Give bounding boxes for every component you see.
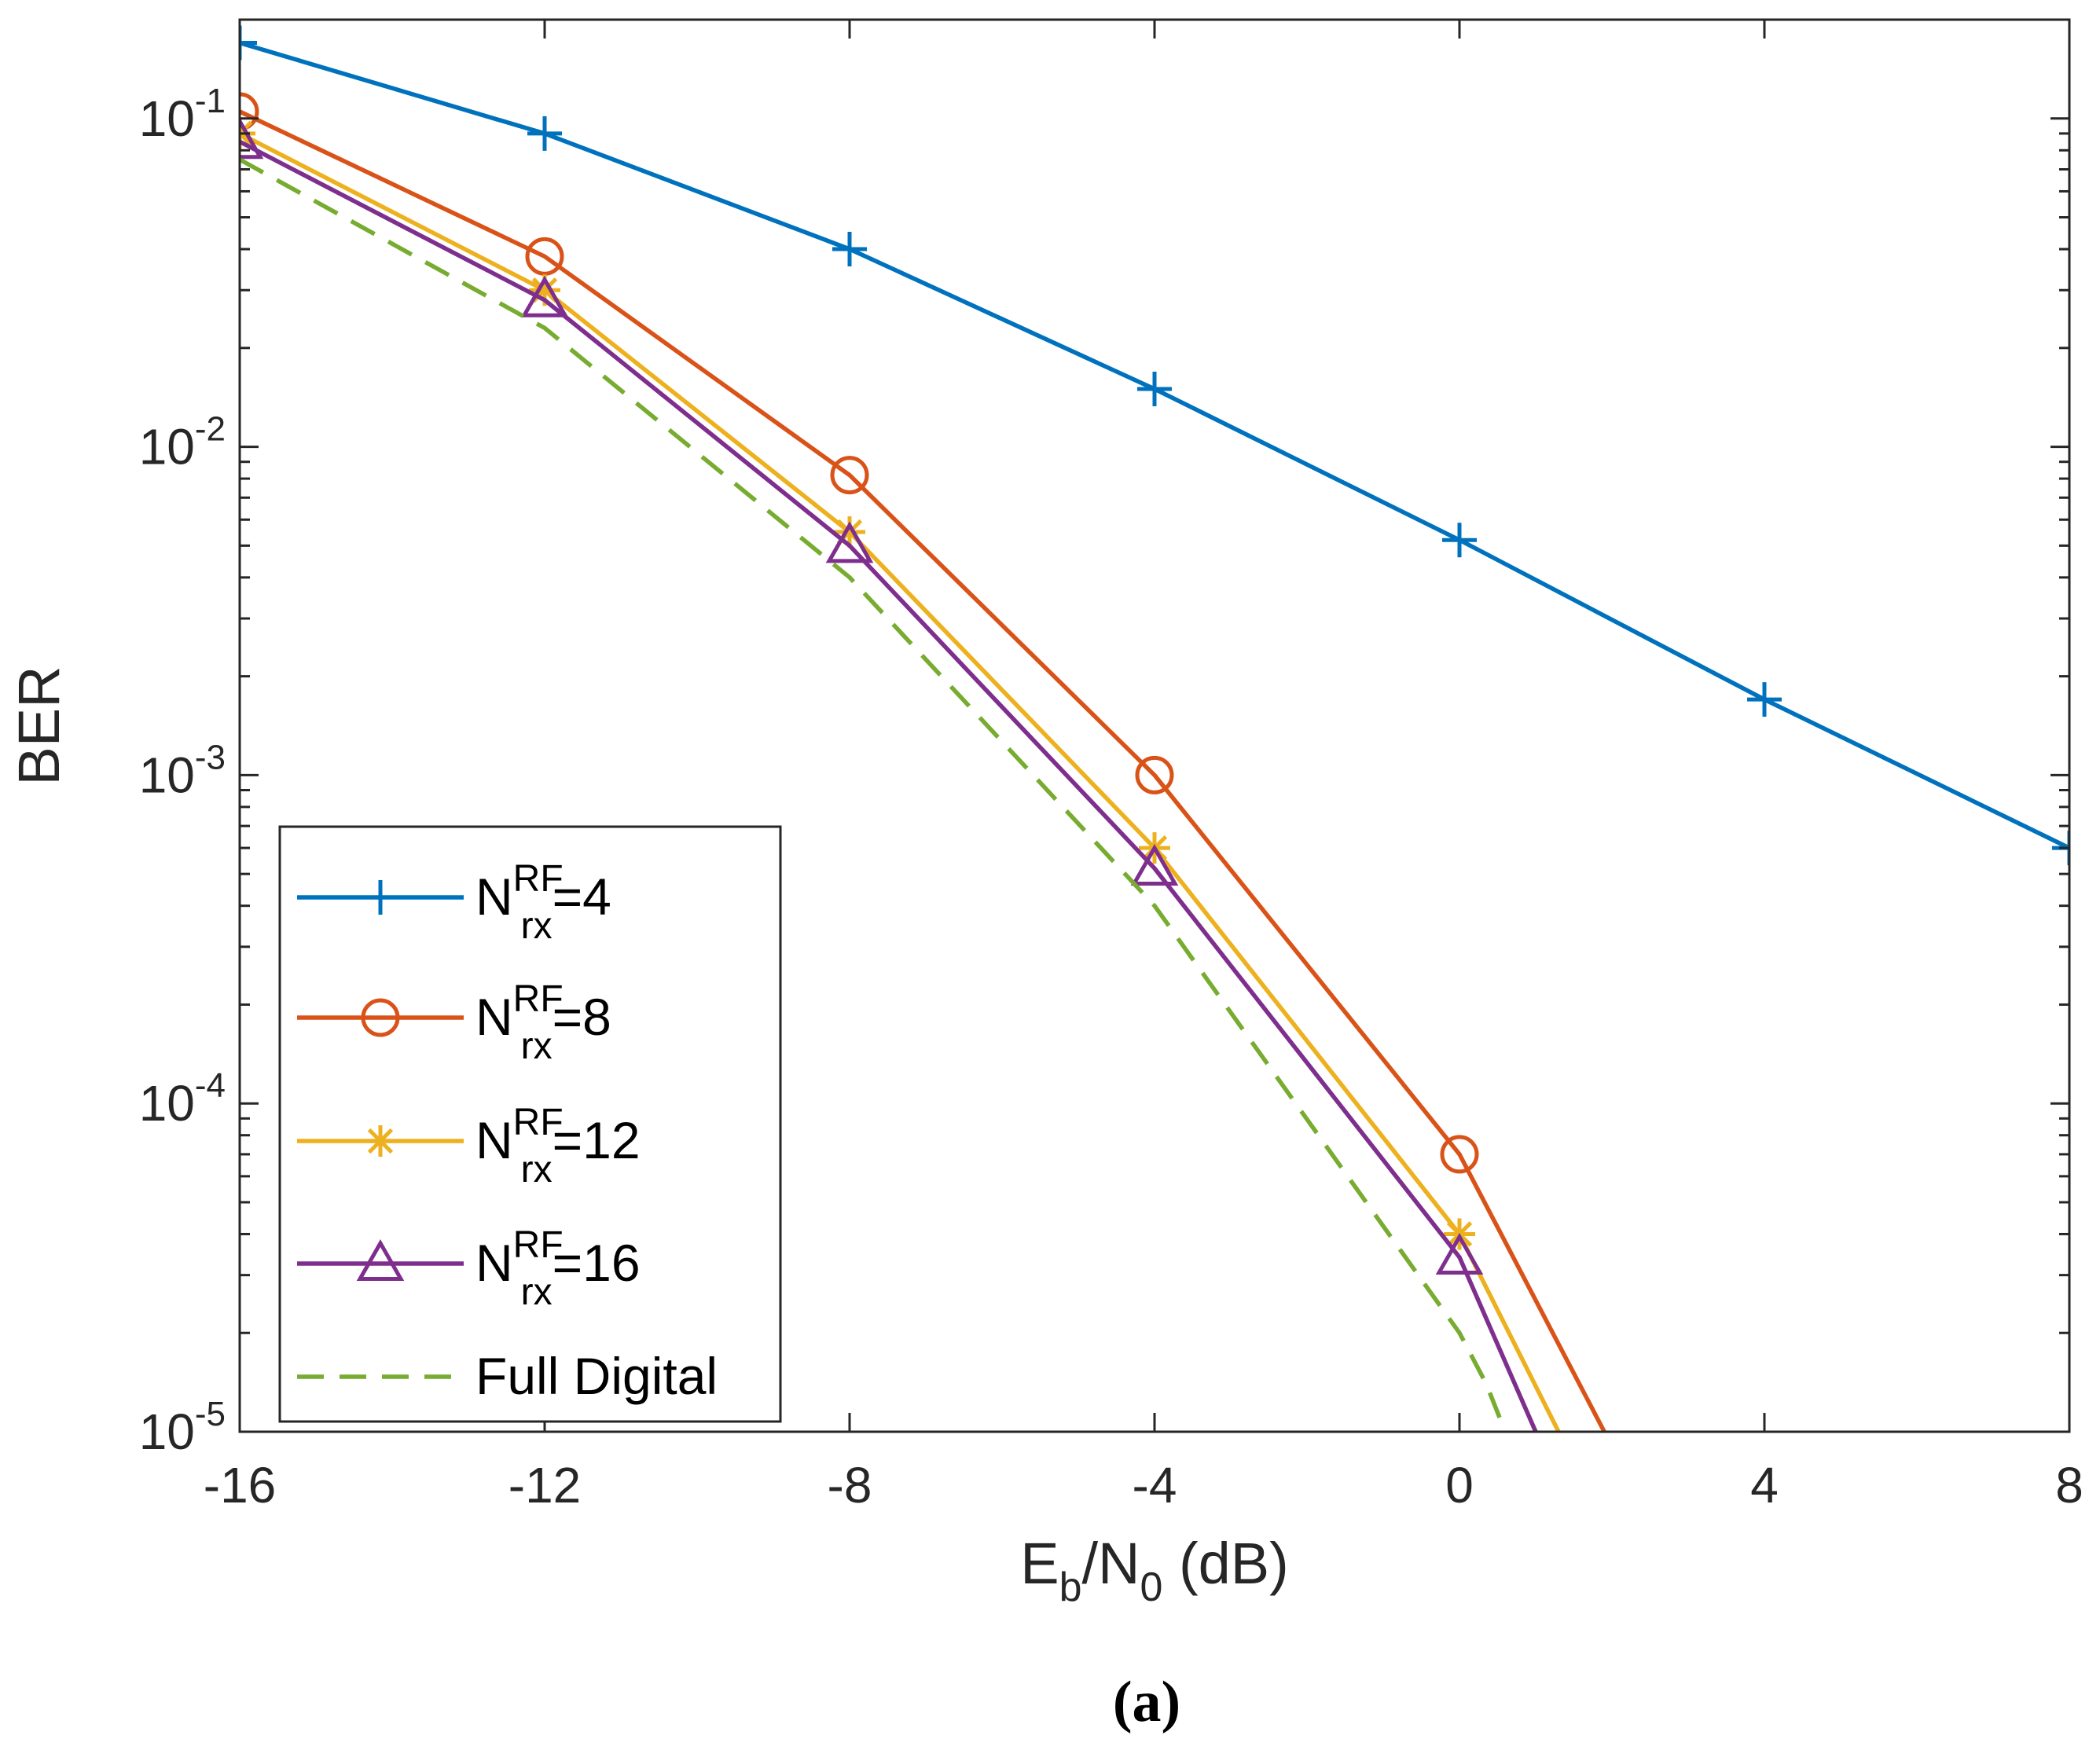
legend-item-5: Full Digital: [297, 1347, 718, 1405]
series-2-point-3: [830, 456, 869, 495]
figure-caption: (a): [1113, 1670, 1180, 1734]
series-1-point-6: [1747, 682, 1782, 717]
y-axis-title: BER: [6, 666, 72, 785]
legend-label: NRF rx=8: [475, 978, 611, 1067]
series-4-point-2: [520, 275, 569, 317]
series-layer: [240, 25, 2069, 1432]
x-tick-label: -12: [508, 1457, 582, 1513]
series-4-point-1: [240, 117, 264, 160]
legend-item-1: NRF rx=4: [297, 858, 611, 947]
series-1: [240, 25, 2069, 866]
series-2-point-2: [525, 237, 564, 276]
axes-layer: [238, 18, 2071, 1433]
legend-item-4: NRF rx=16: [297, 1224, 641, 1313]
series-4: [240, 117, 1538, 1432]
series-line-2: [240, 109, 1606, 1432]
series-1-point-1: [240, 25, 257, 61]
legend-label: NRF rx=4: [475, 858, 611, 947]
series-4-point-3: [825, 521, 874, 563]
legend-swatch-marker: [363, 880, 398, 915]
series-line-5: [240, 157, 1507, 1432]
axis-labels: -16 -12 -8 -4 0 4 8 10-1 10-2 10-3 10-4 10-5 BER Eb/N…: [6, 82, 2083, 1734]
y-tick-label: 10-4: [139, 1066, 226, 1132]
series-4-point-5: [1435, 1232, 1484, 1275]
x-tick-label: 0: [1445, 1457, 1474, 1513]
y-tick-label: 10-1: [139, 82, 226, 147]
y-tick-label: 10-5: [139, 1395, 226, 1460]
legend: NRF rx=4 NRF rx=8 NRF rx=12 NRF rx=16 Full Digit…: [278, 825, 782, 1423]
legend-label: Full Digital: [475, 1347, 718, 1405]
legend-item-3: NRF rx=12: [297, 1102, 641, 1191]
legend-swatch-marker: [356, 1238, 405, 1281]
legend-label: NRF rx=12: [475, 1102, 641, 1191]
series-4-point-4: [1130, 844, 1179, 886]
legend-label: NRF rx=16: [475, 1224, 641, 1313]
y-tick-label: 10-3: [139, 738, 226, 803]
x-tick-label: -16: [204, 1457, 277, 1513]
x-tick-label: -4: [1133, 1457, 1177, 1513]
series-1-point-5: [1442, 523, 1477, 558]
series-line-4: [240, 139, 1538, 1432]
legend-swatch-marker: [361, 998, 400, 1037]
legend-item-2: NRF rx=8: [297, 978, 611, 1067]
series-2-point-1: [240, 92, 259, 131]
series-1-point-4: [1137, 372, 1172, 407]
series-2: [240, 92, 1606, 1432]
x-tick-label: 4: [1750, 1457, 1779, 1513]
series-1-point-2: [527, 116, 562, 151]
y-tick-label: 10-2: [139, 410, 226, 475]
x-axis-title: Eb/N0 (dB): [1020, 1531, 1289, 1610]
series-2-point-5: [1440, 1135, 1479, 1174]
series-5: [240, 157, 1507, 1432]
x-tick-label: -8: [828, 1457, 872, 1513]
legend-swatch-marker: [365, 1125, 396, 1157]
series-3-point-1: [240, 117, 255, 149]
x-tick-label: 8: [2055, 1457, 2083, 1513]
series-2-point-4: [1135, 755, 1174, 794]
series-1-point-3: [832, 232, 867, 267]
series-1-point-7: [2052, 831, 2069, 866]
legend-box: [278, 825, 782, 1423]
